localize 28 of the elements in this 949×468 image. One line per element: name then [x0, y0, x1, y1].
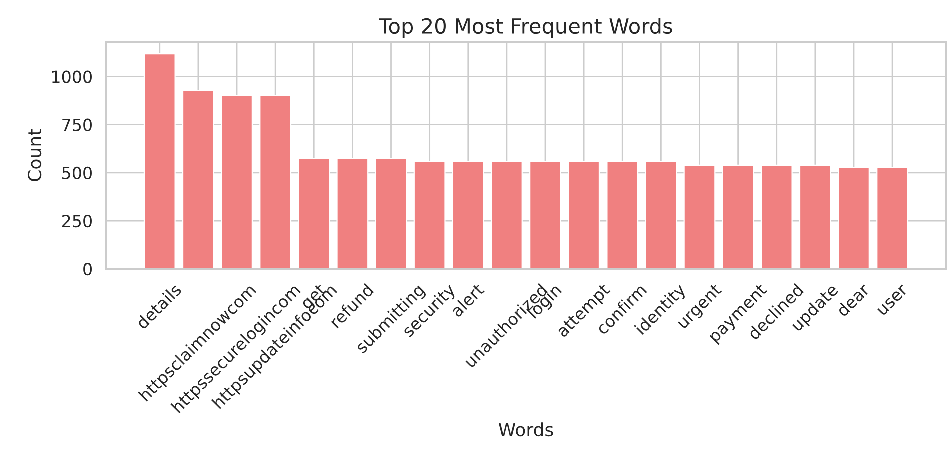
- bar: [722, 164, 754, 270]
- bar: [490, 161, 523, 270]
- y-tick-label: 250: [62, 214, 92, 228]
- bar: [799, 164, 832, 270]
- bar: [530, 161, 562, 270]
- x-axis-title: Words: [498, 422, 554, 437]
- bar: [568, 161, 600, 270]
- bar: [645, 161, 678, 270]
- bar: [684, 164, 716, 270]
- y-tick-label: 500: [62, 166, 92, 180]
- bar: [606, 161, 639, 270]
- y-tick-label: 750: [62, 118, 92, 132]
- bar: [452, 161, 484, 270]
- chart-title: Top 20 Most Frequent Words: [379, 18, 672, 38]
- bar: [760, 164, 793, 270]
- y-tick-label: 1000: [52, 70, 92, 84]
- y-tick-label: 0: [84, 263, 92, 276]
- bar: [144, 53, 176, 270]
- bar: [260, 95, 292, 270]
- bar: [838, 167, 870, 270]
- bar: [182, 90, 214, 270]
- bar: [414, 161, 446, 270]
- bar: [876, 167, 909, 270]
- y-axis-title: Count: [28, 129, 42, 182]
- bar: [375, 158, 408, 270]
- bar: [336, 158, 369, 270]
- bar: [221, 95, 253, 270]
- bar: [298, 158, 330, 270]
